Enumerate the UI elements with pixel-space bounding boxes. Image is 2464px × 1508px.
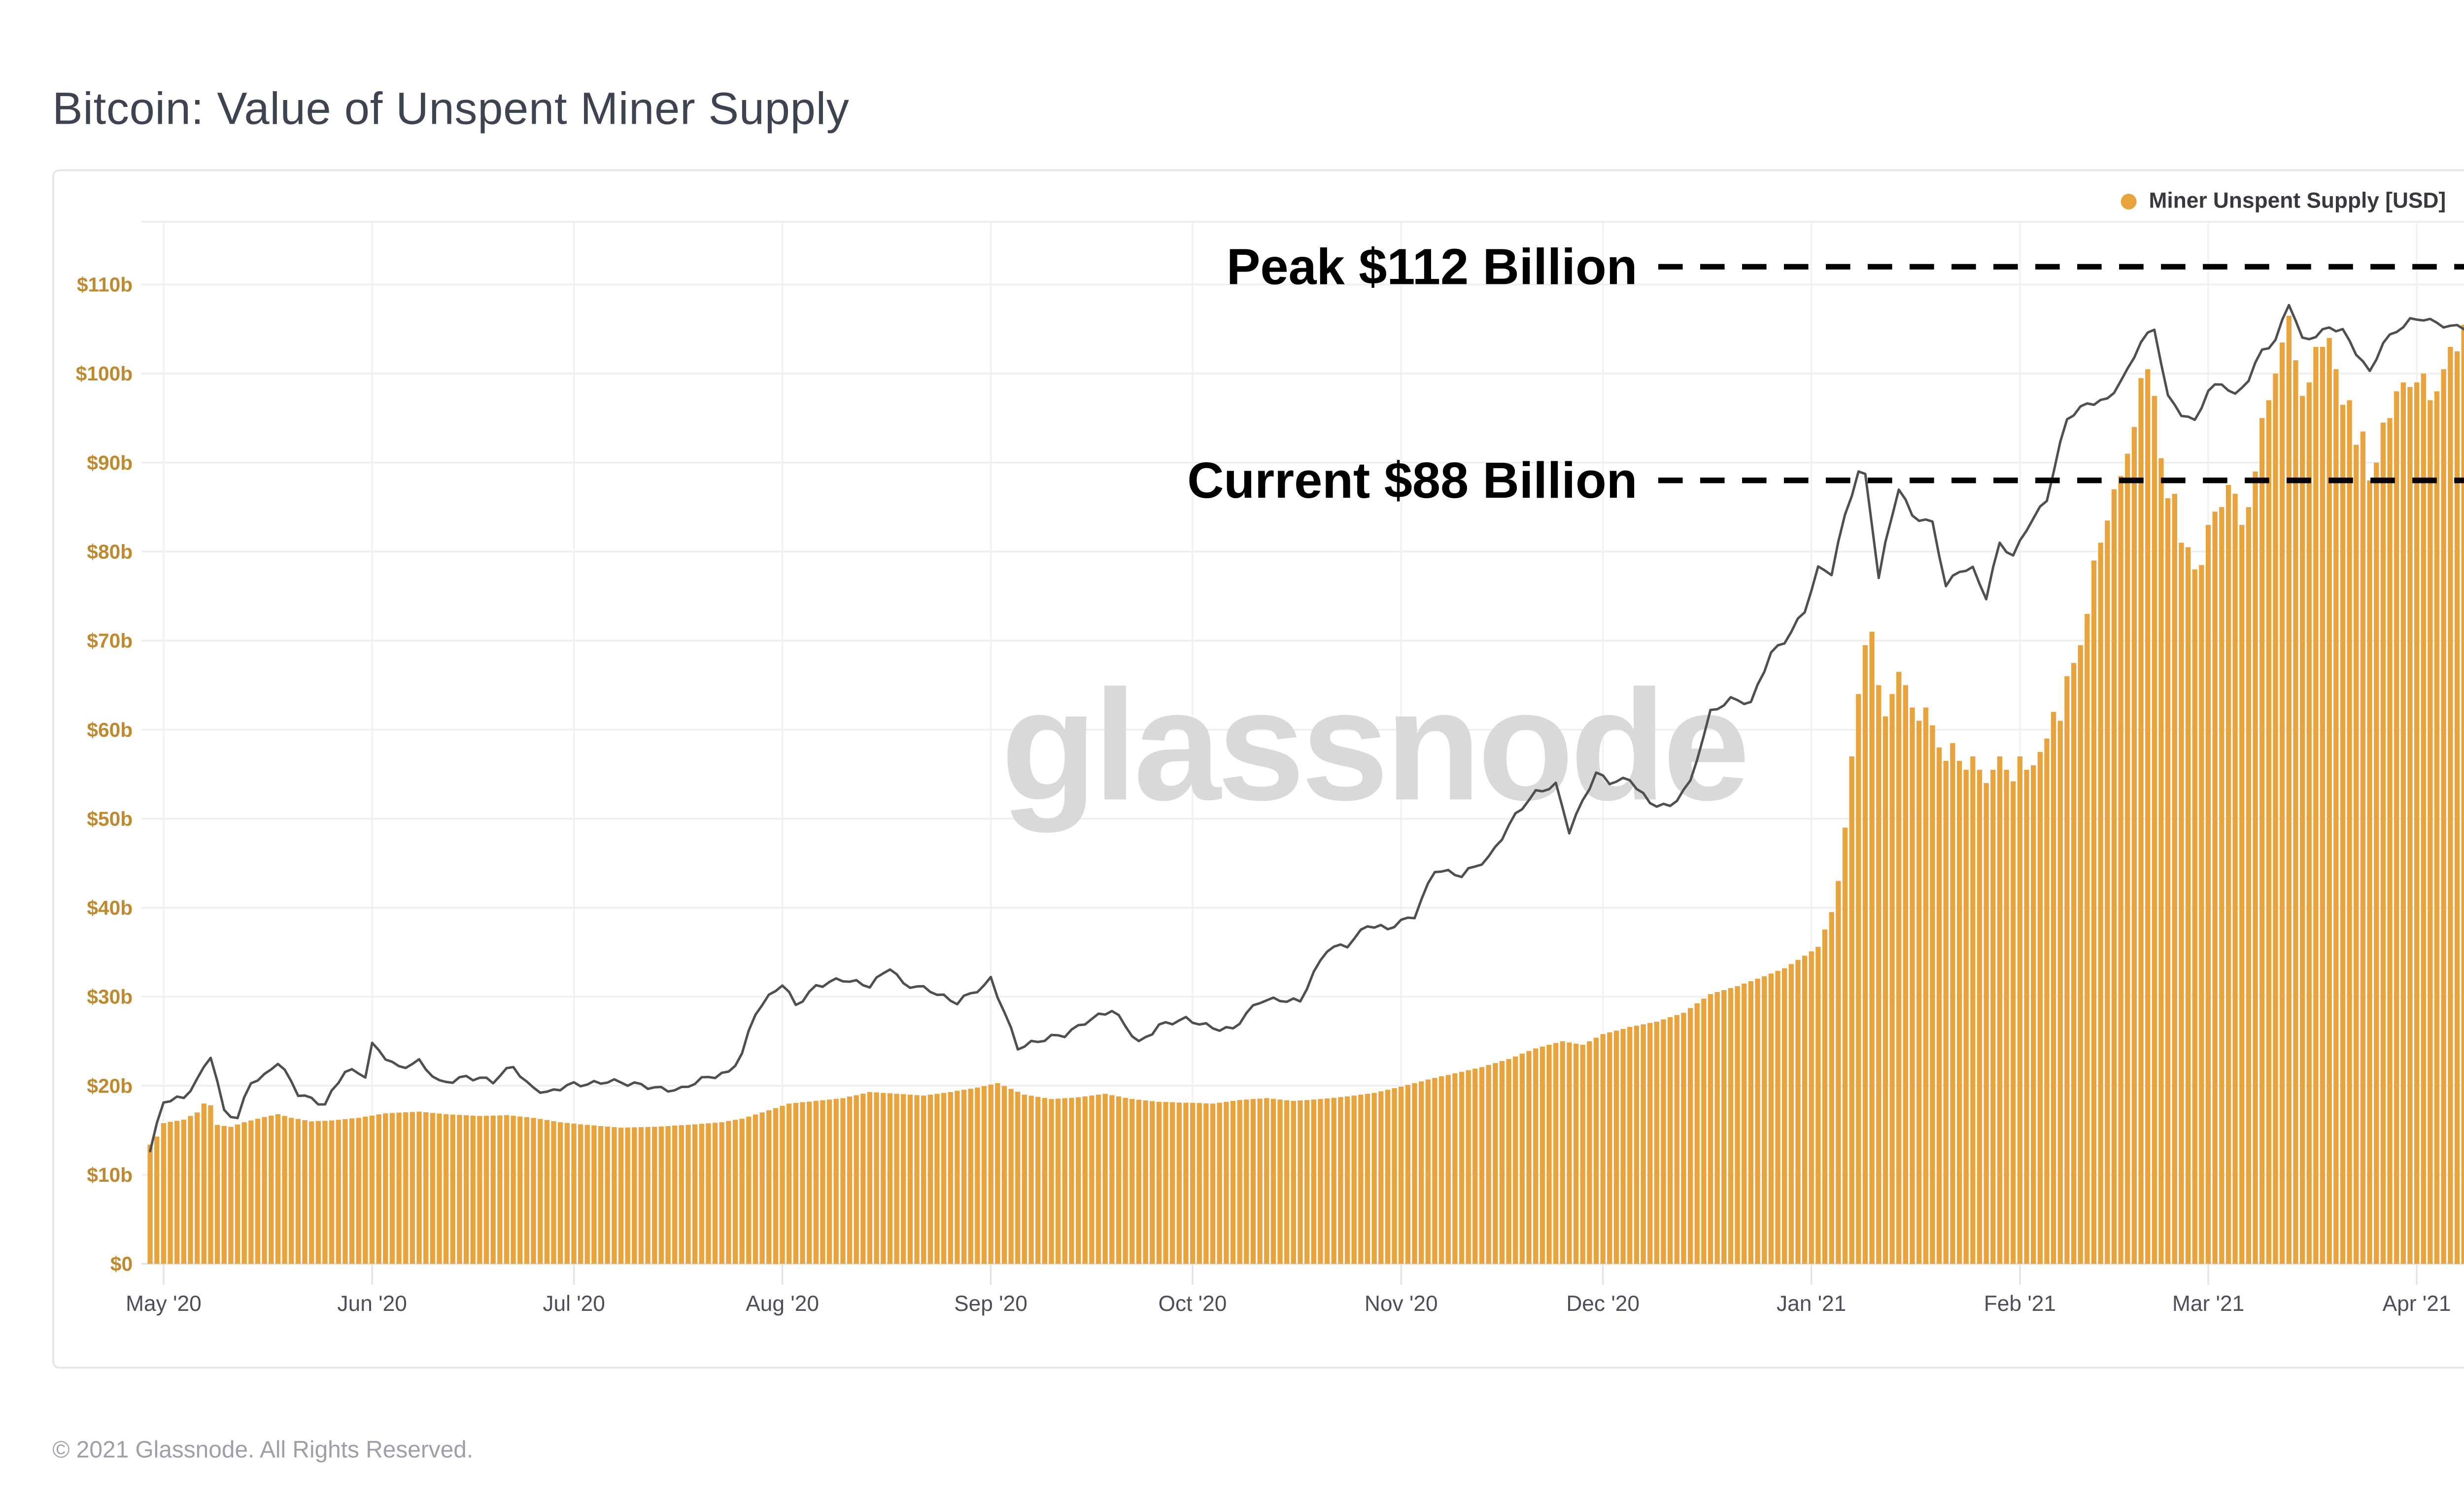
svg-text:$10b: $10b [87, 1164, 133, 1186]
svg-text:$0: $0 [110, 1253, 133, 1275]
price-line-series [149, 304, 2464, 1153]
bars-series [147, 315, 2464, 1264]
svg-text:Jul '20: Jul '20 [543, 1292, 605, 1316]
svg-text:Aug '20: Aug '20 [746, 1292, 819, 1316]
svg-text:$50b: $50b [87, 807, 133, 830]
page-title: Bitcoin: Value of Unspent Miner Supply [52, 82, 850, 136]
svg-text:Jun '20: Jun '20 [337, 1292, 407, 1316]
svg-text:Sep '20: Sep '20 [954, 1292, 1027, 1316]
svg-text:$60b: $60b [87, 719, 133, 741]
watermark: glassnode [1001, 657, 1750, 834]
svg-text:$20b: $20b [87, 1074, 133, 1097]
x-axis-labels: May '20 Jun '20 Jul '20 Aug '20 Sep '20 Oct '… [126, 1292, 2451, 1316]
svg-text:Current $88 Billion: Current $88 Billion [1187, 452, 1637, 509]
svg-text:$110b: $110b [77, 274, 133, 296]
svg-text:Jan '21: Jan '21 [1777, 1292, 1846, 1316]
left-axis-labels: $0 $10b $20b $30b $40b $50b $60b $70b $80b $90b $1… [76, 274, 133, 1275]
svg-text:Nov '20: Nov '20 [1365, 1292, 1438, 1316]
svg-text:glassnode: glassnode [1001, 657, 1746, 834]
copyright-text: © 2021 Glassnode. All Rights Reserved. [52, 1437, 474, 1463]
legend-item-miner-unspent-supply[interactable]: Miner Unspent Supply [USD] [2121, 189, 2446, 213]
svg-text:Apr '21: Apr '21 [2383, 1292, 2451, 1316]
svg-text:$80b: $80b [87, 540, 133, 563]
legend-label: Miner Unspent Supply [USD] [2149, 188, 2446, 213]
legend-dot-icon [2121, 193, 2137, 209]
svg-text:Oct '20: Oct '20 [1159, 1292, 1227, 1316]
svg-text:$100b: $100b [76, 362, 133, 385]
svg-text:Dec '20: Dec '20 [1566, 1292, 1640, 1316]
legend: Miner Unspent Supply [USD] Price [USD] [2110, 185, 2464, 217]
svg-text:$90b: $90b [87, 451, 133, 474]
svg-text:$30b: $30b [87, 986, 133, 1008]
svg-text:Peak $112 Billion: Peak $112 Billion [1227, 239, 1638, 295]
annotations: Peak $112 Billion Current $88 Billion [1187, 239, 2464, 509]
svg-text:Feb '21: Feb '21 [1984, 1292, 2056, 1316]
svg-text:$70b: $70b [87, 629, 133, 652]
svg-text:May '20: May '20 [126, 1292, 202, 1316]
svg-text:Mar '21: Mar '21 [2172, 1292, 2244, 1316]
svg-text:$40b: $40b [87, 896, 133, 919]
